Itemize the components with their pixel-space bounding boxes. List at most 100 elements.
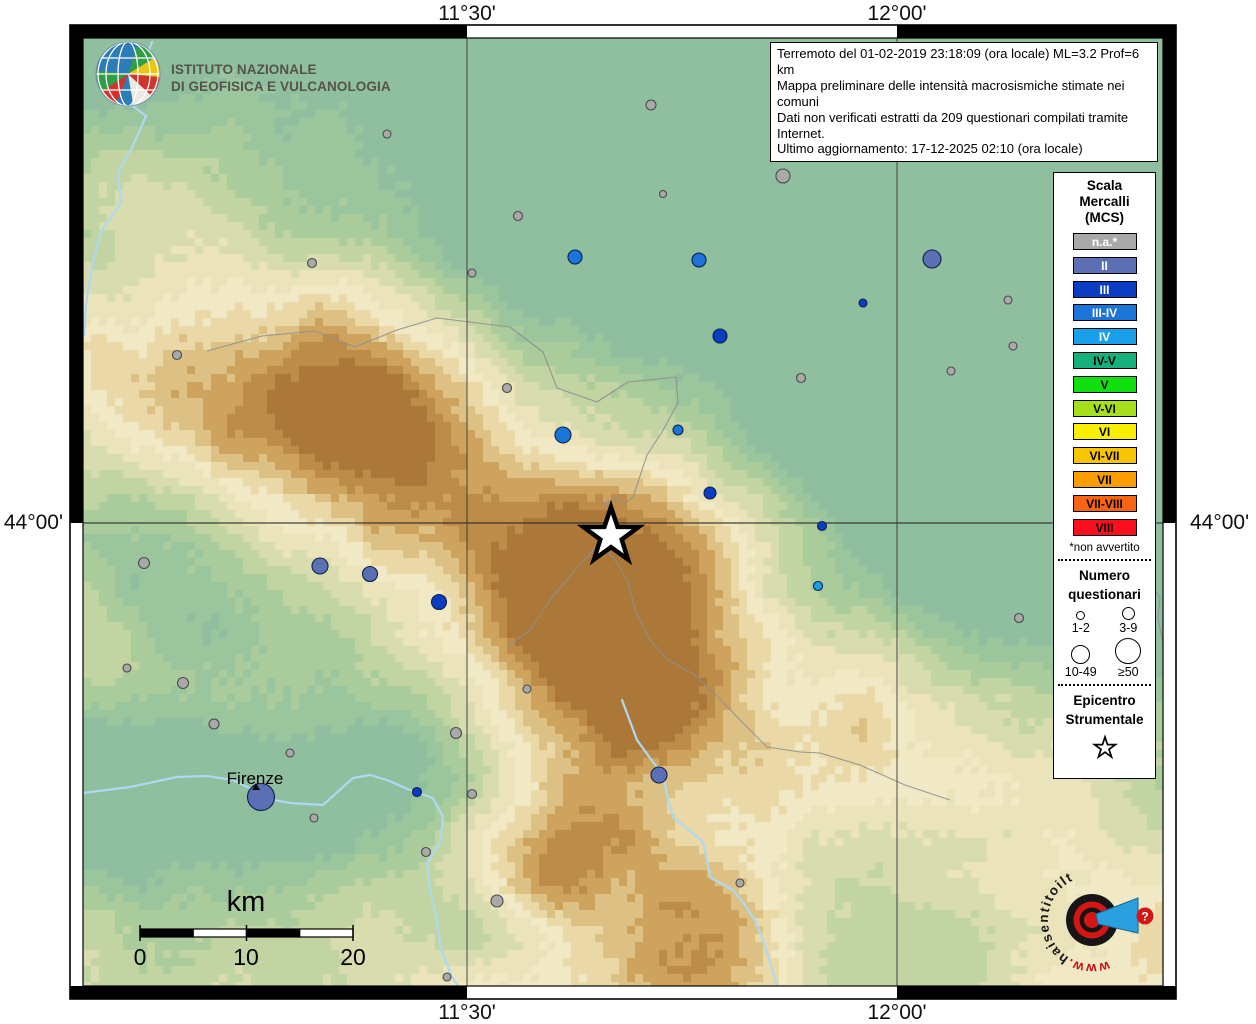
intensity-point-na xyxy=(137,556,151,570)
intensity-point-IV xyxy=(812,580,824,592)
river-line xyxy=(620,698,779,986)
legend-class-VI-VII: VI-VII xyxy=(1072,447,1137,465)
intensity-point-III xyxy=(712,328,728,344)
questionnaire-size-circle-icon xyxy=(1071,645,1091,665)
intensity-point-III xyxy=(858,298,868,308)
intensity-point-II xyxy=(361,565,379,583)
intensity-point-na xyxy=(208,718,220,730)
scalebar xyxy=(139,925,354,941)
intensity-point-III xyxy=(816,520,828,532)
ingv-org-line-2: DI GEOFISICA E VULCANOLOGIA xyxy=(171,79,391,94)
intensity-point-na xyxy=(775,168,791,184)
intensity-point-II xyxy=(246,782,276,812)
title-line-updated: Ultimo aggiornamento: 17-12-2025 02:10 (… xyxy=(777,141,1083,157)
questionnaire-size-label: ≥50 xyxy=(1117,665,1139,680)
title-line-description: Mappa preliminare delle intensità macros… xyxy=(777,77,1125,109)
title-line-data-source: Dati non verificati estratti da 209 ques… xyxy=(777,109,1129,141)
intensity-point-II xyxy=(922,249,942,269)
map-features xyxy=(83,38,1163,986)
intensity-point-na xyxy=(501,382,513,394)
legend-class-III-IV: III-IV xyxy=(1072,304,1137,322)
intensity-point-na xyxy=(735,878,745,888)
scalebar-label-20: 20 xyxy=(340,944,366,970)
legend-epicenter-title-2: Strumentale xyxy=(1065,712,1144,728)
intensity-point-na xyxy=(309,813,319,823)
questionnaire-size-circle-icon xyxy=(1115,638,1142,665)
haisentitoilterremoto-watermark: ?www.haisentitoilterremoto.it xyxy=(1019,866,1154,989)
intensity-point-II xyxy=(650,766,668,784)
questionnaire-size-item: 1-2 xyxy=(1057,607,1105,635)
legend-class-VII: VII xyxy=(1072,470,1137,488)
intensity-point-na xyxy=(658,189,668,199)
axis-label-lon-bottom-left: 11°30' xyxy=(438,1001,496,1024)
questionnaire-size-circle-icon xyxy=(1076,611,1086,621)
scalebar-unit: km xyxy=(226,886,266,918)
legend-class-VII-VIII: VII-VIII xyxy=(1072,494,1137,512)
admin-boundary-line xyxy=(507,542,601,647)
city-marker-triangle xyxy=(252,783,260,790)
intensity-point-na xyxy=(1008,341,1018,351)
legend-title-line-1: Scala xyxy=(1086,178,1123,193)
intensity-point-na xyxy=(467,268,477,278)
intensity-point-na xyxy=(490,894,504,908)
intensity-point-III-IV xyxy=(554,426,572,444)
intensity-point-na xyxy=(1003,295,1013,305)
legend-epicenter-star xyxy=(1054,732,1155,762)
map-frame xyxy=(69,24,1177,1000)
axis-label-lon-top-right: 12°00' xyxy=(867,2,927,25)
legend-box: Scala Mercalli (MCS) n.a.* II III III-IV IV I… xyxy=(1053,172,1156,779)
axis-label-lat-left: 44°00' xyxy=(3,511,63,534)
intensity-point-na xyxy=(946,366,956,376)
intensity-point-na xyxy=(522,684,532,694)
intensity-point-na xyxy=(449,726,463,740)
river-line xyxy=(83,773,460,986)
city-label-firenze: Firenze xyxy=(226,769,284,788)
axis-label-lon-top-left: 11°30' xyxy=(438,2,496,25)
legend-class-V: V xyxy=(1072,375,1137,393)
map-title-box: Terremoto del 01-02-2019 23:18:09 (ora l… xyxy=(770,42,1158,163)
intensity-point-na xyxy=(285,748,295,758)
svg-text:?: ? xyxy=(1141,910,1148,924)
legend-intensity-classes: n.a.* II III III-IV IV IV-V V V-VI VI VI-VII VII VI… xyxy=(1054,233,1155,536)
legend-title-line-2: Mercalli xyxy=(1079,194,1130,209)
legend-questionnaires-title-1: Numero xyxy=(1078,568,1130,584)
legend-footnote: *non avvertito xyxy=(1069,542,1140,555)
legend-class-IV: IV xyxy=(1072,328,1137,346)
questionnaire-size-item: 3-9 xyxy=(1105,607,1153,635)
legend-class-V-VI: V-VI xyxy=(1072,399,1137,417)
legend-class-IV-V: IV-V xyxy=(1072,351,1137,369)
legend-class-VI: VI xyxy=(1072,423,1137,441)
legend-title-line-3: (MCS) xyxy=(1085,210,1124,225)
intensity-point-na xyxy=(466,788,478,800)
questionnaire-size-label: 10-49 xyxy=(1064,665,1097,680)
intensity-point-na xyxy=(306,257,318,269)
intensity-point-na xyxy=(176,676,190,690)
legend-class-na: n.a.* xyxy=(1072,233,1137,250)
axis-label-lat-right: 44°00' xyxy=(1190,511,1250,534)
epicenter-star-icon xyxy=(1091,734,1118,760)
questionnaire-size-label: 1-2 xyxy=(1071,621,1090,636)
question-badge: ? xyxy=(1136,907,1154,925)
intensity-point-II xyxy=(311,557,329,575)
intensity-point-III-IV xyxy=(691,252,707,268)
legend-questionnaires-title-2: questionari xyxy=(1068,587,1141,603)
intensity-point-III xyxy=(703,486,717,500)
legend-questionnaire-sizes: 1-2 3-9 10-49 ≥50 xyxy=(1054,607,1155,679)
intensity-point-III-IV xyxy=(567,249,583,265)
epicenter-star xyxy=(576,499,646,566)
intensity-point-III xyxy=(430,593,448,611)
legend-class-VIII: VIII xyxy=(1072,518,1137,536)
legend-class-III: III xyxy=(1072,280,1137,298)
intensity-point-na xyxy=(122,663,132,673)
intensity-point-na xyxy=(442,972,452,982)
questionnaire-size-circle-icon xyxy=(1121,607,1135,621)
legend-epicenter-title-1: Epicentro xyxy=(1073,693,1136,709)
axis-label-lon-bottom-right: 12°00' xyxy=(867,1001,927,1024)
intensity-point-na xyxy=(382,129,392,139)
ingv-globe-icon xyxy=(95,41,161,107)
intensity-point-na xyxy=(645,99,657,111)
intensity-point-III-IV xyxy=(672,424,684,436)
intensity-point-na xyxy=(171,349,183,361)
title-line-event: Terremoto del 01-02-2019 23:18:09 (ora l… xyxy=(777,46,1140,77)
